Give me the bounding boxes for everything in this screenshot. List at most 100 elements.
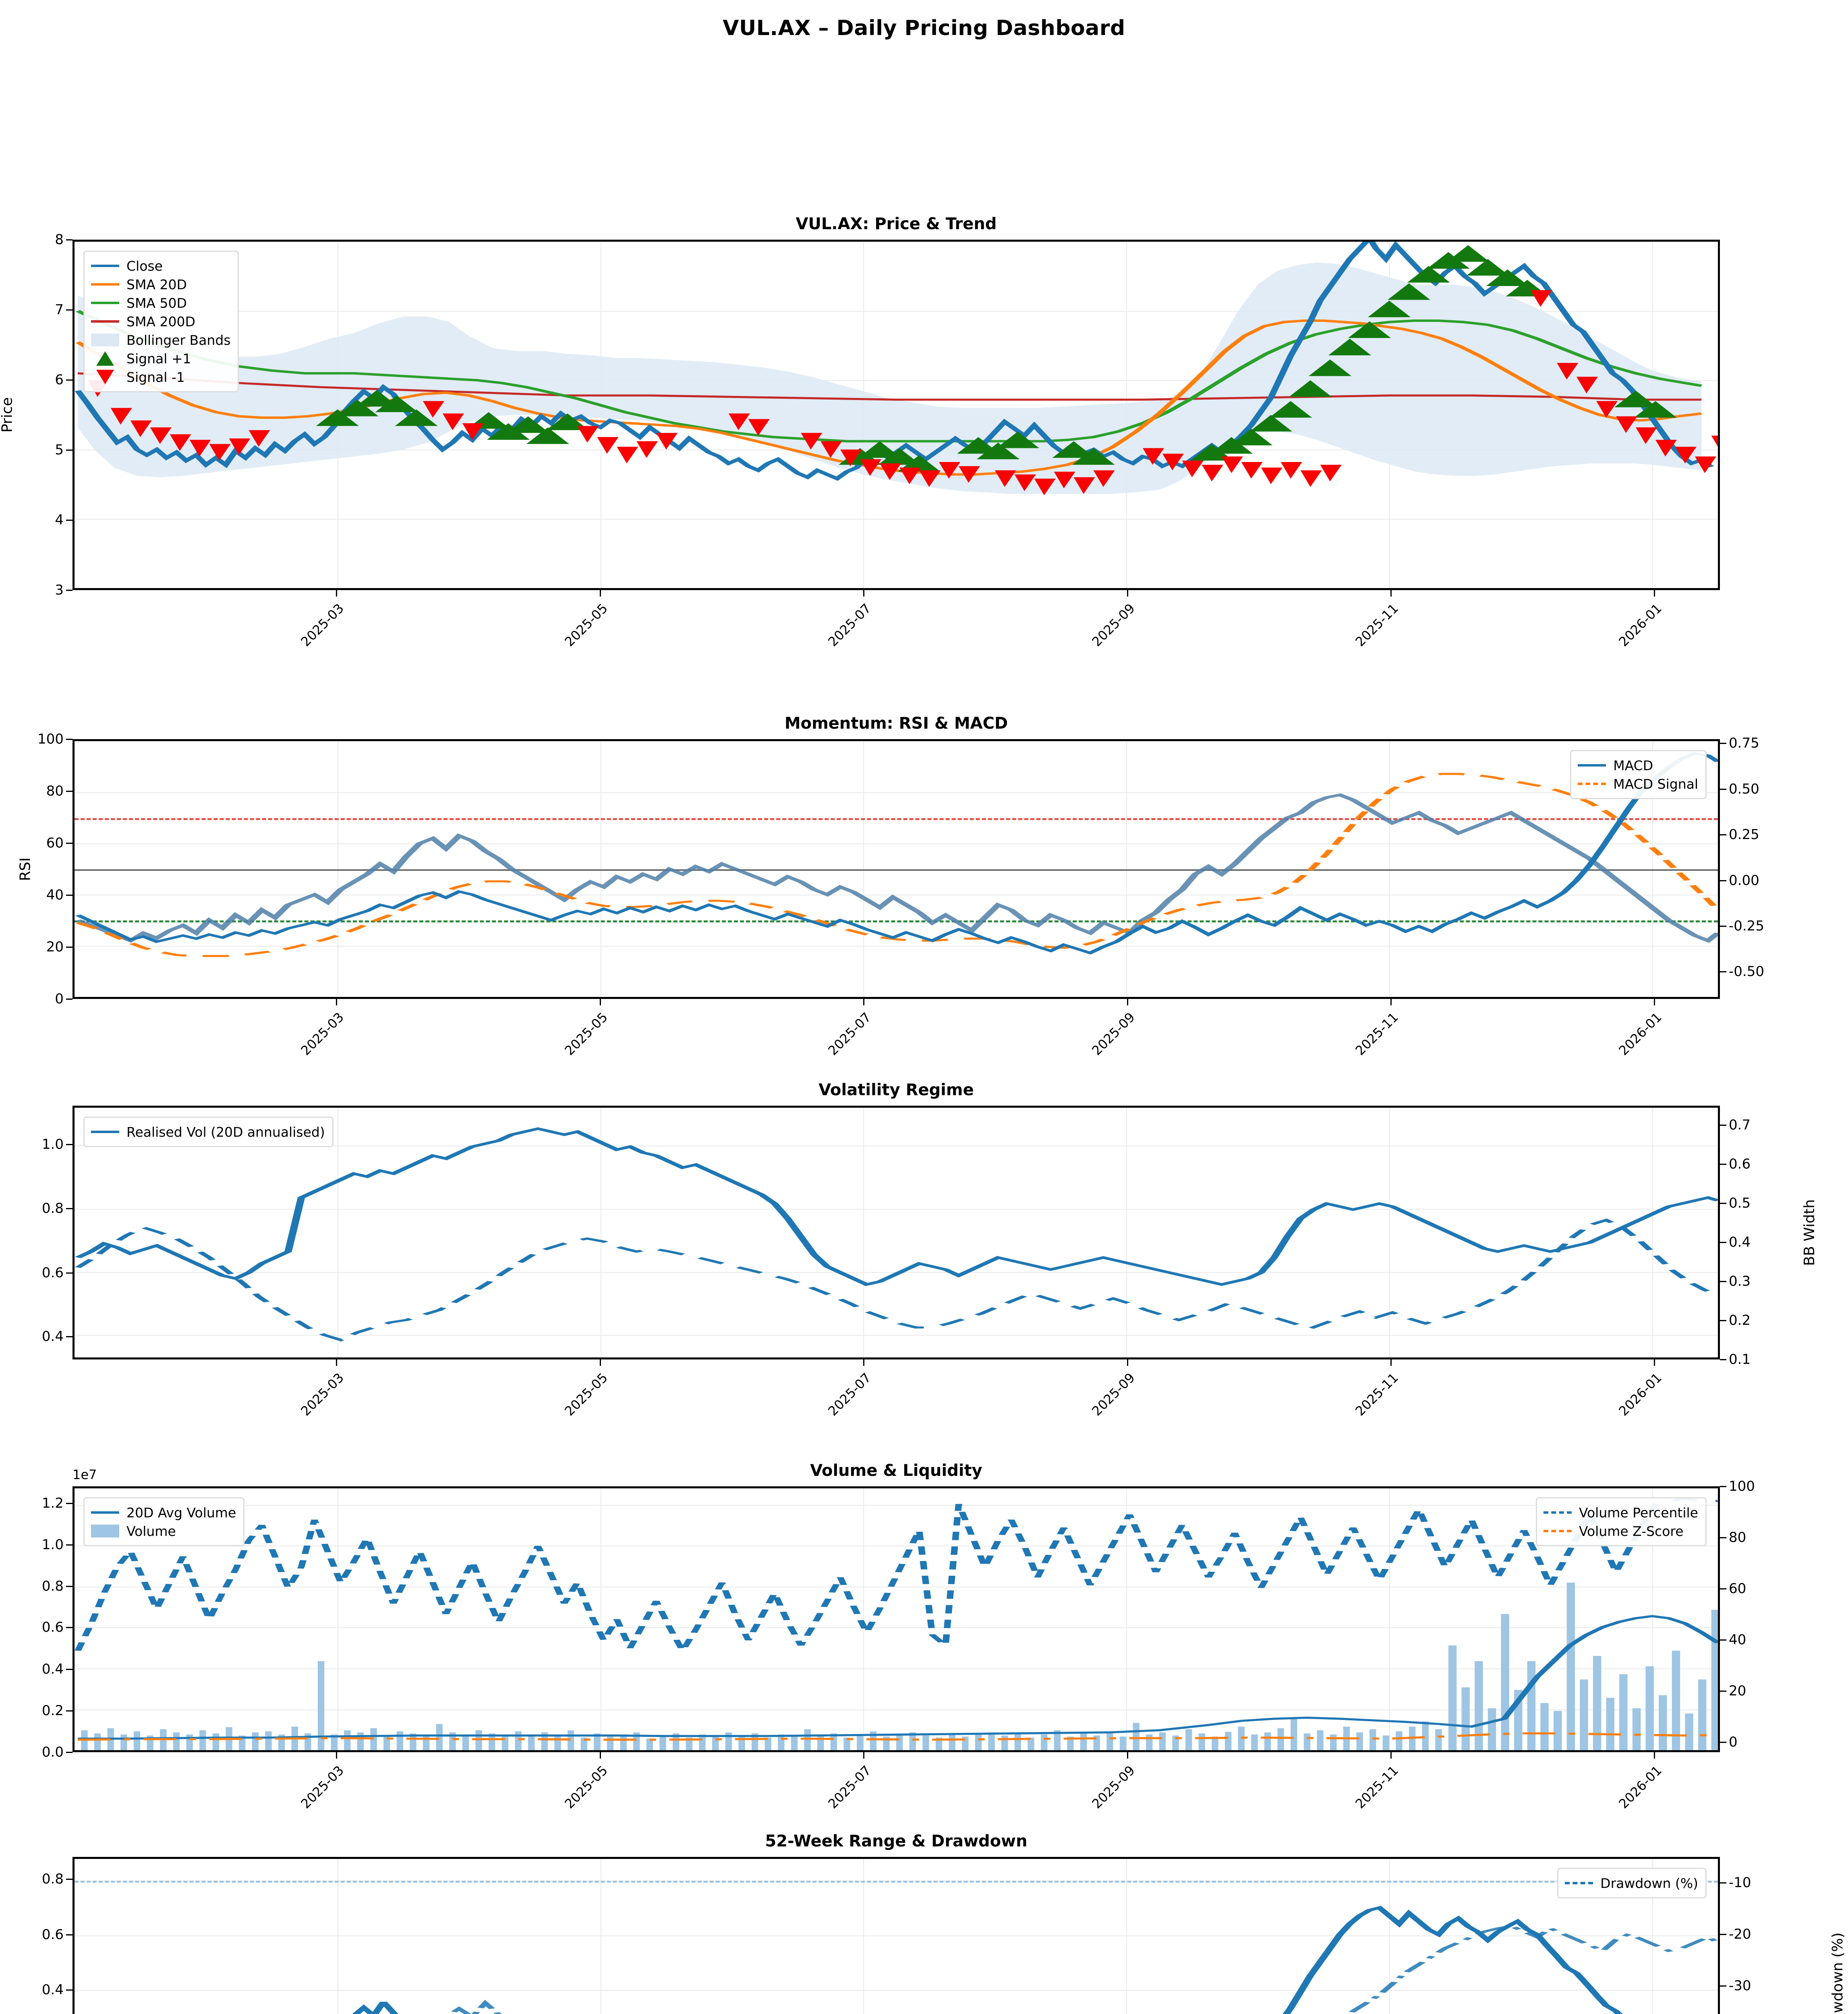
legend-item-signal-down: Signal -1 [90, 368, 230, 386]
volpct-ytick: 80 [1729, 1529, 1746, 1546]
volume-xtick: 2025-11 [1352, 1763, 1401, 1812]
macd-ytick: 0.25 [1729, 827, 1759, 843]
range-series-svg [352, 1906, 1718, 2014]
range-legend: Drawdown (%) [1557, 1868, 1707, 1898]
volatility-xtick: 2025-05 [561, 1370, 611, 1419]
bbw-ytick: 0.2 [1729, 1312, 1751, 1328]
legend-item-drawdown: Drawdown (%) [1564, 1874, 1698, 1892]
tick-mark [66, 1502, 73, 1504]
momentum-xtick: 2025-11 [1352, 1009, 1401, 1059]
tick-mark [66, 1272, 73, 1274]
legend-label: 20D Avg Volume [126, 1504, 236, 1521]
legend-label: Volume [126, 1523, 176, 1539]
volpct-ytick: 0 [1729, 1734, 1738, 1750]
tick-mark [1654, 1359, 1655, 1366]
tick-mark [66, 590, 73, 591]
volpct-ytick: 40 [1729, 1631, 1746, 1648]
volume-xtick: 2025-07 [825, 1763, 874, 1812]
price-ytick: 4 [55, 512, 64, 528]
drawdown-y-axis-label: Drawdown (%) [1829, 1932, 1846, 2014]
price-legend: Close SMA 20D SMA 50D SMA 200D Bollinger… [83, 251, 239, 392]
momentum-y-axis-label: RSI [17, 857, 33, 881]
tick-mark [1720, 1934, 1726, 1935]
legend-label: MACD [1613, 757, 1653, 773]
tick-mark [1720, 788, 1726, 790]
tick-mark [66, 1752, 73, 1753]
dash-swatch-macd-signal [1577, 776, 1607, 792]
legend-item-signal-up: Signal +1 [90, 349, 230, 368]
price-xtick: 2025-03 [298, 601, 347, 650]
volume-ytick: 0.8 [41, 1578, 64, 1594]
legend-item-realised-vol: Realised Vol (20D annualised) [90, 1123, 325, 1141]
line-swatch-macd [1577, 757, 1607, 773]
legend-label: Bollinger Bands [126, 332, 231, 348]
legend-item-volume-zscore: Volume Z-Score [1543, 1522, 1698, 1540]
rsi-ytick: 20 [46, 939, 64, 955]
price-ytick: 5 [55, 442, 64, 458]
bbw-ytick: 0.3 [1729, 1273, 1751, 1289]
volume-ytick: 0.6 [41, 1619, 64, 1636]
macd-ytick: -0.25 [1729, 918, 1764, 934]
tick-mark [1127, 999, 1128, 1005]
volume-xtick: 2025-09 [1089, 1763, 1138, 1812]
volatility-xtick: 2025-11 [1352, 1370, 1401, 1419]
bbw-ytick: 0.4 [1729, 1234, 1751, 1250]
tick-mark [863, 1359, 865, 1366]
price-xtick: 2026-01 [1616, 601, 1665, 650]
price-ytick: 7 [55, 302, 64, 318]
dashboard-title: VUL.AX – Daily Pricing Dashboard [723, 16, 1125, 40]
tick-mark [66, 520, 73, 521]
tick-mark [66, 1710, 73, 1712]
drawdown-ytick: -10 [1729, 1875, 1751, 1891]
bbw-ytick: 0.7 [1729, 1117, 1751, 1133]
tick-mark [1127, 1752, 1128, 1759]
volatility-plot-area: Realised Vol (20D annualised) [73, 1106, 1720, 1359]
legend-item-sma50: SMA 50D [90, 294, 230, 312]
volatility-xtick: 2026-01 [1616, 1370, 1665, 1419]
volume-bars [81, 1583, 1718, 1750]
legend-item-macd-signal: MACD Signal [1577, 775, 1698, 793]
tick-mark [1654, 999, 1655, 1005]
volume-ytick: 0.4 [41, 1661, 64, 1678]
tick-mark [1127, 1359, 1128, 1366]
tick-mark [66, 999, 73, 1000]
tick-mark [336, 1752, 338, 1759]
patch-swatch-volume [90, 1523, 120, 1539]
legend-item-close: Close [90, 257, 230, 275]
momentum-xtick: 2026-01 [1616, 1009, 1665, 1059]
range-plot-area: Drawdown (%) [73, 1857, 1720, 2014]
tick-mark [1720, 1359, 1726, 1360]
line-swatch-close [90, 258, 120, 274]
volatility-series-svg [75, 1127, 1718, 1342]
tick-mark [1390, 1752, 1392, 1759]
momentum-legend: MACD MACD Signal [1570, 750, 1707, 799]
vol-ytick: 1.0 [41, 1136, 64, 1152]
momentum-xtick: 2025-07 [825, 1009, 874, 1059]
legend-item-volume: Volume [90, 1522, 236, 1540]
volume-legend-right: Volume Percentile Volume Z-Score [1535, 1497, 1707, 1546]
price-y-axis-label: Price [0, 397, 16, 433]
tick-mark [66, 239, 73, 240]
tick-mark [1127, 590, 1128, 597]
volume-series-svg [75, 1498, 1718, 1750]
rsi-oversold-line [75, 920, 1718, 922]
volatility-xtick: 2025-03 [298, 1370, 347, 1419]
volatility-xtick: 2025-09 [1089, 1370, 1138, 1419]
legend-label: Volume Z-Score [1579, 1523, 1684, 1539]
price-xtick: 2025-05 [561, 601, 611, 650]
momentum-xtick: 2025-09 [1089, 1009, 1138, 1059]
legend-label: Signal +1 [126, 350, 191, 367]
rsi-overbought-line [75, 818, 1718, 820]
tick-mark [1720, 880, 1726, 881]
panel-price-trend: VUL.AX: Price & Trend Price 3 4 5 6 7 8 … [0, 215, 1720, 649]
volume-xtick: 2025-05 [561, 1763, 611, 1812]
tick-mark [1720, 1486, 1726, 1487]
tick-mark [1720, 1320, 1726, 1321]
vol-ytick: 0.6 [41, 1264, 64, 1281]
macd-ytick: 0.75 [1729, 735, 1759, 752]
dash-swatch-volume-percentile [1543, 1504, 1572, 1521]
range-upper-guide [75, 1881, 1718, 1883]
legend-label: Close [126, 258, 163, 274]
rsi-ytick: 60 [46, 835, 64, 851]
price-series-svg [75, 242, 1718, 495]
